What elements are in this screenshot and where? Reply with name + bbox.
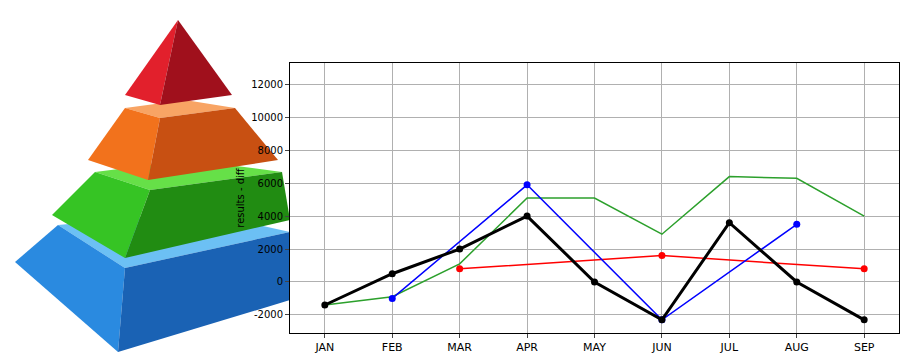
svg-text:JAN: JAN — [314, 341, 334, 354]
svg-text:0: 0 — [277, 276, 283, 287]
svg-text:-2000: -2000 — [254, 309, 283, 320]
svg-text:results - diff: results - diff — [235, 167, 246, 228]
svg-text:10000: 10000 — [251, 112, 283, 123]
svg-text:JUL: JUL — [720, 341, 739, 354]
svg-text:FEB: FEB — [382, 341, 403, 354]
svg-text:6000: 6000 — [258, 178, 283, 189]
svg-text:AUG: AUG — [785, 341, 809, 354]
svg-text:2000: 2000 — [258, 244, 283, 255]
svg-text:MAY: MAY — [583, 341, 606, 354]
svg-text:8000: 8000 — [258, 145, 283, 156]
svg-text:4000: 4000 — [258, 211, 283, 222]
svg-text:SEP: SEP — [854, 341, 875, 354]
svg-text:12000: 12000 — [251, 79, 283, 90]
svg-text:JUN: JUN — [651, 341, 672, 354]
svg-text:MAR: MAR — [447, 341, 472, 354]
svg-text:APR: APR — [516, 341, 538, 354]
